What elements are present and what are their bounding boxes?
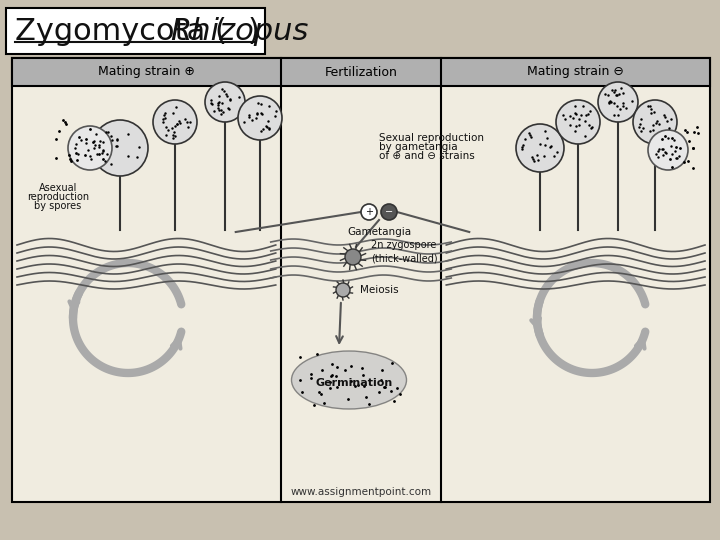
Text: Zygomycota (: Zygomycota ( (15, 17, 227, 45)
Circle shape (238, 96, 282, 140)
Text: Mating strain ⊕: Mating strain ⊕ (98, 65, 195, 78)
Text: ): ) (248, 17, 260, 45)
Circle shape (361, 204, 377, 220)
Text: Mating strain ⊖: Mating strain ⊖ (527, 65, 624, 78)
Text: Sexual reproduction: Sexual reproduction (379, 133, 484, 143)
Circle shape (381, 204, 397, 220)
Circle shape (633, 100, 677, 144)
Text: www.assignmentpoint.com: www.assignmentpoint.com (290, 487, 431, 497)
Text: Germination: Germination (315, 378, 392, 388)
Circle shape (205, 82, 245, 122)
Text: Asexual: Asexual (39, 183, 77, 193)
Circle shape (153, 100, 197, 144)
Text: Meiosis: Meiosis (360, 285, 399, 295)
Text: −: − (385, 207, 393, 217)
Text: reproduction: reproduction (27, 192, 89, 202)
Bar (12, 58, 710, 86)
Text: +: + (365, 207, 373, 217)
Circle shape (345, 249, 361, 265)
FancyBboxPatch shape (6, 8, 265, 54)
Text: Rhizopus: Rhizopus (170, 17, 308, 45)
Circle shape (336, 283, 350, 297)
Text: by spores: by spores (35, 201, 81, 211)
Circle shape (92, 120, 148, 176)
Bar (12, 58, 710, 86)
Text: by gametangia: by gametangia (379, 142, 458, 152)
Circle shape (68, 126, 112, 170)
Text: of ⊕ and ⊖ strains: of ⊕ and ⊖ strains (379, 151, 474, 161)
Ellipse shape (292, 351, 407, 409)
Text: 2n zygospore
(thick-walled): 2n zygospore (thick-walled) (371, 240, 438, 264)
Text: Gametangia: Gametangia (347, 227, 411, 237)
Circle shape (648, 130, 688, 170)
Circle shape (598, 82, 638, 122)
Circle shape (556, 100, 600, 144)
Bar (12, 58, 710, 502)
Circle shape (516, 124, 564, 172)
Text: Fertilization: Fertilization (325, 65, 397, 78)
